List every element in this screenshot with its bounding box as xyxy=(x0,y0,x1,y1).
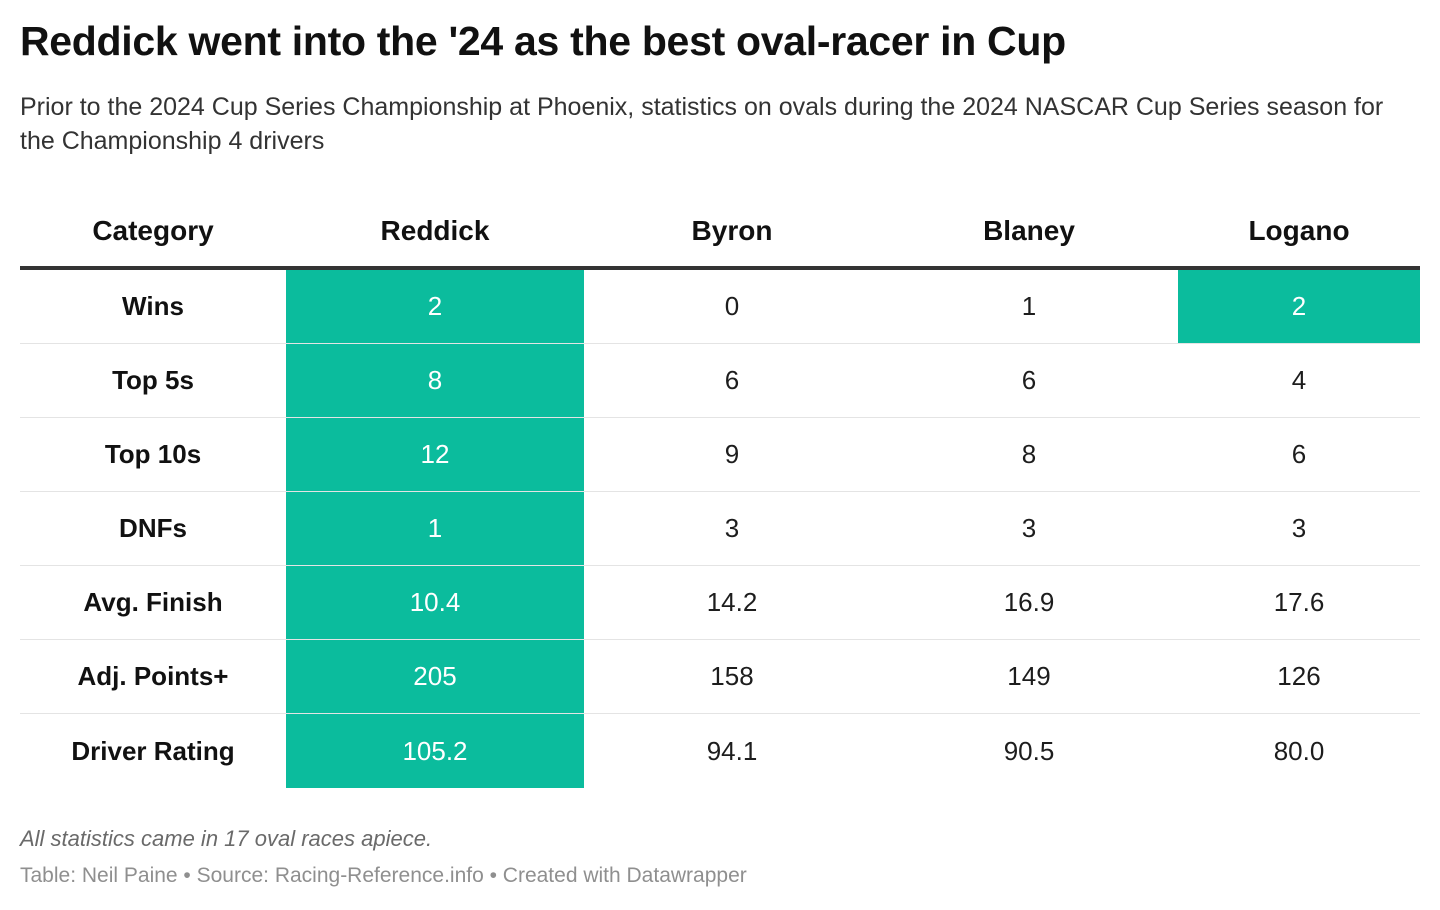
chart-subtitle: Prior to the 2024 Cup Series Championshi… xyxy=(20,93,1384,155)
table-cell-highlighted: 2 xyxy=(1178,270,1420,343)
row-category: Top 10s xyxy=(104,439,202,469)
table-row: Adj. Points+ 205 158 149 126 xyxy=(20,640,1420,714)
table-cell-highlighted: 2 xyxy=(286,270,584,343)
column-header-category: Category xyxy=(92,215,214,246)
table-cell: 8 xyxy=(1021,439,1037,469)
row-category: DNFs xyxy=(119,513,187,543)
table-row: DNFs 1 3 3 3 xyxy=(20,492,1420,566)
table-cell: 3 xyxy=(1021,513,1037,543)
table-cell: 4 xyxy=(1291,365,1307,395)
row-category: Wins xyxy=(122,291,184,321)
row-category: Adj. Points+ xyxy=(77,661,229,691)
table-cell: 1 xyxy=(1021,291,1037,321)
chart-title: Reddick went into the '24 as the best ov… xyxy=(20,18,1066,64)
table-cell: 16.9 xyxy=(1003,587,1055,617)
chart-footer: Table: Neil Paine • Source: Racing-Refer… xyxy=(20,864,747,887)
column-header-logano: Logano xyxy=(1248,215,1350,246)
stats-table: Category Reddick Byron Blaney Logano Win… xyxy=(20,196,1420,788)
table-cell: 6 xyxy=(1291,439,1307,469)
column-header-reddick: Reddick xyxy=(380,215,490,246)
chart-notes: All statistics came in 17 oval races api… xyxy=(20,826,433,851)
table-row: Top 10s 12 9 8 6 xyxy=(20,418,1420,492)
table-row: Driver Rating 105.2 94.1 90.5 80.0 xyxy=(20,714,1420,788)
table-cell-highlighted: 10.4 xyxy=(286,566,584,639)
table-row: Avg. Finish 10.4 14.2 16.9 17.6 xyxy=(20,566,1420,640)
row-category: Top 5s xyxy=(112,365,194,395)
table-cell: 3 xyxy=(1291,513,1307,543)
row-category: Driver Rating xyxy=(71,735,235,766)
column-header-blaney: Blaney xyxy=(983,215,1075,246)
table-cell: 126 xyxy=(1277,661,1321,691)
table-cell: 80.0 xyxy=(1273,735,1325,766)
table-cell: 9 xyxy=(724,439,740,469)
table-cell: 149 xyxy=(1007,661,1051,691)
table-cell-highlighted: 205 xyxy=(286,640,584,713)
table-header-row: Category Reddick Byron Blaney Logano xyxy=(20,196,1420,270)
table-row: Wins 2 0 1 2 xyxy=(20,270,1420,344)
column-header-byron: Byron xyxy=(691,215,773,246)
table-cell: 94.1 xyxy=(706,735,758,766)
table-cell: 158 xyxy=(710,661,754,691)
table-cell: 3 xyxy=(724,513,740,543)
table-cell-highlighted: 105.2 xyxy=(286,714,584,788)
table-row: Top 5s 8 6 6 4 xyxy=(20,344,1420,418)
table-cell-highlighted: 1 xyxy=(286,492,584,565)
table-cell: 6 xyxy=(1021,365,1037,395)
table-cell: 17.6 xyxy=(1273,587,1325,617)
table-cell-highlighted: 12 xyxy=(286,418,584,491)
table-cell: 0 xyxy=(724,291,740,321)
row-category: Avg. Finish xyxy=(83,587,223,617)
table-cell: 14.2 xyxy=(706,587,758,617)
table-cell: 6 xyxy=(724,365,740,395)
table-cell-highlighted: 8 xyxy=(286,344,584,417)
table-cell: 90.5 xyxy=(1003,735,1055,766)
